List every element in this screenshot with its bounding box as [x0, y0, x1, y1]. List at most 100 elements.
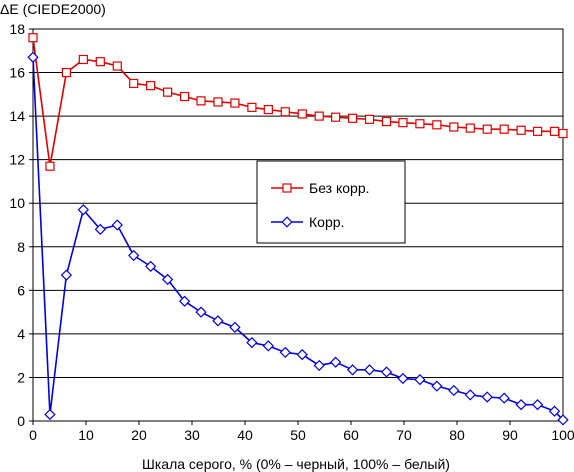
data-point	[78, 54, 88, 65]
y-axis: 0 2 4 6 8 10 12 14 16 18	[9, 21, 33, 429]
data-point	[482, 124, 492, 134]
data-point	[558, 128, 568, 139]
data-point	[481, 391, 493, 403]
series-korr	[27, 51, 569, 426]
x-tick-label: 80	[449, 427, 465, 443]
x-axis-title: Шкала серого, % (0% – черный, 100% – бел…	[142, 456, 450, 472]
data-point	[195, 306, 207, 318]
x-tick-label: 50	[290, 427, 306, 443]
data-point	[415, 119, 425, 129]
data-point	[532, 126, 543, 136]
x-tick-label: 20	[131, 427, 147, 443]
data-point	[44, 408, 56, 421]
data-point	[146, 81, 156, 91]
data-point	[111, 219, 123, 231]
data-point	[498, 392, 510, 404]
data-point	[280, 107, 290, 117]
data-point	[549, 126, 560, 136]
legend-item: Корр.	[271, 214, 344, 230]
data-point	[230, 98, 240, 108]
data-point	[364, 114, 375, 124]
data-point	[262, 340, 274, 352]
y-tick-label: 16	[9, 65, 25, 81]
data-point	[464, 389, 476, 401]
data-point	[112, 61, 122, 71]
data-point	[398, 118, 408, 128]
y-tick-label: 8	[17, 239, 25, 255]
data-point	[449, 122, 459, 132]
data-point	[129, 78, 139, 89]
legend-marker	[282, 183, 292, 193]
y-tick-label: 4	[17, 326, 25, 342]
data-point	[448, 384, 460, 397]
x-tick-label: 90	[502, 427, 518, 443]
x-tick-label: 10	[78, 427, 94, 443]
data-point	[363, 364, 376, 376]
data-point	[263, 104, 273, 115]
data-point	[28, 33, 38, 43]
data-point	[331, 112, 341, 122]
x-tick-label: 100	[551, 427, 574, 443]
data-point	[145, 260, 157, 273]
data-point	[77, 204, 89, 216]
data-point	[314, 111, 324, 121]
data-point	[465, 123, 475, 133]
data-point	[179, 91, 190, 102]
data-point	[381, 116, 392, 127]
x-tick-label: 30	[184, 427, 200, 443]
y-tick-label: 14	[9, 108, 25, 124]
data-point	[516, 125, 526, 135]
data-point	[499, 124, 509, 134]
data-point	[128, 249, 140, 262]
data-point	[94, 223, 106, 236]
data-point	[229, 321, 241, 334]
data-point	[247, 102, 257, 113]
data-point	[95, 57, 105, 67]
data-point	[246, 336, 258, 349]
data-point	[279, 346, 291, 359]
data-point	[196, 96, 206, 106]
data-point	[213, 97, 223, 107]
legend-label: Без корр.	[309, 180, 370, 196]
x-tick-label: 60	[343, 427, 359, 443]
data-point	[161, 273, 174, 286]
data-point	[414, 373, 426, 386]
data-point	[61, 67, 71, 78]
data-point	[347, 113, 358, 123]
data-point	[45, 161, 55, 171]
legend: Без корр. Корр.	[256, 160, 406, 244]
data-point	[60, 269, 73, 281]
data-point	[431, 380, 443, 392]
x-tick-label: 0	[29, 427, 37, 443]
data-point	[531, 399, 544, 411]
data-point	[296, 348, 308, 361]
legend-item: Без корр.	[271, 180, 370, 196]
data-point	[432, 120, 442, 130]
data-point	[27, 51, 39, 63]
series-bez-korr	[28, 33, 568, 171]
y-tick-label: 10	[9, 195, 25, 211]
data-point	[313, 359, 325, 372]
data-point	[329, 356, 342, 368]
data-point	[212, 315, 224, 327]
legend-box	[256, 160, 406, 244]
data-point	[297, 109, 307, 119]
y-tick-label: 6	[17, 282, 25, 298]
y-axis-title: ΔE (CIEDE2000)	[0, 1, 106, 17]
y-tick-label: 2	[17, 369, 25, 385]
x-axis: 0 10 20 30 40 50 60 70 80 90 100	[29, 421, 574, 443]
data-point	[178, 295, 191, 307]
data-point	[557, 414, 569, 426]
legend-marker	[281, 216, 293, 228]
legend-label: Корр.	[309, 214, 344, 230]
y-tick-label: 0	[17, 413, 25, 429]
x-tick-label: 40	[237, 427, 253, 443]
data-point	[163, 87, 173, 97]
data-point	[548, 405, 561, 417]
data-point	[380, 366, 393, 378]
x-tick-label: 70	[396, 427, 412, 443]
y-tick-label: 12	[9, 152, 25, 168]
y-tick-label: 18	[9, 21, 25, 37]
series-layer	[27, 33, 569, 426]
